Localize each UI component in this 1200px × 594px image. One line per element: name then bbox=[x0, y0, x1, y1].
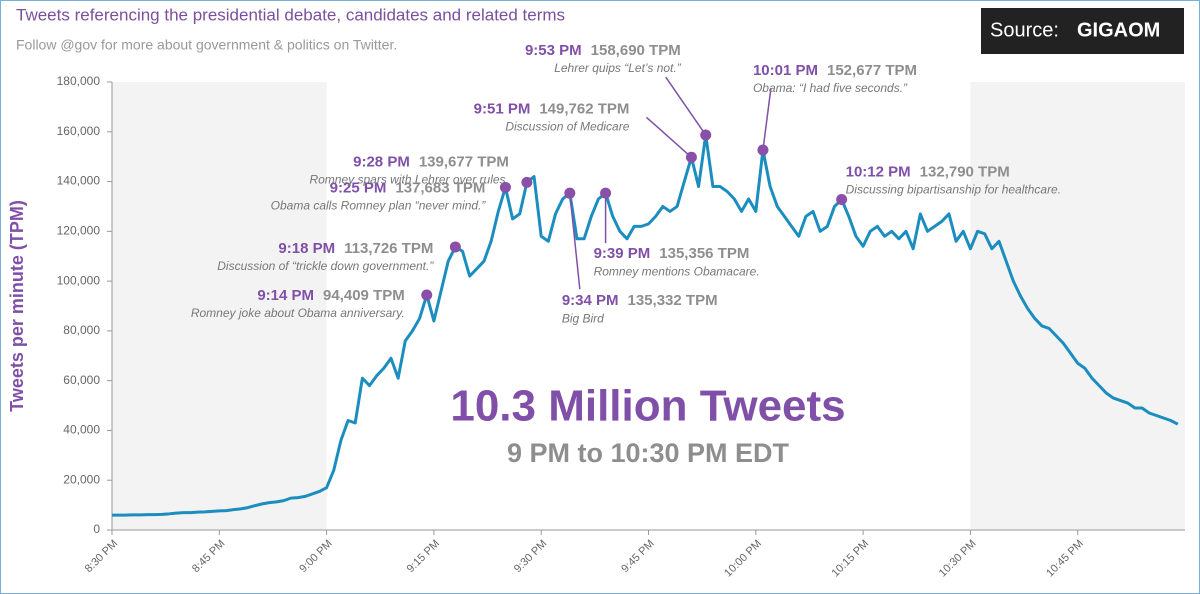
annotation-marker bbox=[685, 151, 697, 163]
annotation-value: 149,762 TPM bbox=[539, 100, 629, 117]
annotation-label: 9:39 PM 135,356 TPM bbox=[594, 245, 750, 262]
annotation-value: 113,726 TPM bbox=[344, 240, 433, 257]
annotation-marker bbox=[757, 144, 769, 156]
annotation-note: Lehrer quips “Let’s not.” bbox=[554, 61, 682, 75]
series-line bbox=[112, 133, 1179, 517]
annotation-leader bbox=[762, 87, 772, 151]
annotation-label: 9:34 PM 135,332 TPM bbox=[562, 292, 718, 309]
y-tick-label: 160,000 bbox=[57, 124, 101, 138]
annotation-time: 9:14 PM bbox=[257, 287, 314, 304]
annotation-marker bbox=[499, 181, 511, 193]
annotation-time: 9:28 PM bbox=[353, 153, 410, 170]
annotation-marker bbox=[836, 194, 848, 206]
y-tick-label: 80,000 bbox=[63, 323, 100, 337]
annotation-leader bbox=[665, 76, 707, 136]
annotation-time: 9:53 PM bbox=[525, 42, 582, 59]
source-badge bbox=[981, 8, 1184, 54]
annotation-marker bbox=[421, 289, 433, 301]
annotation-marker bbox=[700, 129, 712, 141]
annotation-marker bbox=[564, 187, 576, 199]
annotation-value: 132,790 TPM bbox=[920, 163, 1010, 180]
annotation-label: 9:18 PM 113,726 TPM bbox=[278, 240, 433, 257]
annotation-marker bbox=[449, 241, 461, 253]
annotation-time: 10:12 PM bbox=[846, 163, 911, 180]
annotation-leader bbox=[569, 193, 581, 290]
annotation-value: 94,409 TPM bbox=[323, 287, 405, 304]
source-label: Source: bbox=[990, 19, 1059, 41]
y-tick-label: 60,000 bbox=[63, 373, 100, 387]
annotation-note: Discussing bipartisanship for healthcare… bbox=[846, 183, 1061, 197]
annotation-time: 9:51 PM bbox=[474, 100, 531, 117]
annotation-note: Discussion of Medicare bbox=[505, 119, 629, 133]
annotation-value: 139,677 TPM bbox=[419, 153, 509, 170]
annotation-note: Romney joke about Obama anniversary. bbox=[191, 306, 405, 320]
headline: 10.3 Million Tweets bbox=[450, 382, 845, 431]
annotation-time: 9:34 PM bbox=[562, 292, 619, 309]
annotation-note: Obama: “I had five seconds.” bbox=[753, 81, 908, 95]
annotation-value: 152,677 TPM bbox=[827, 62, 917, 79]
y-tick-label: 100,000 bbox=[57, 273, 101, 287]
shade bbox=[970, 82, 1185, 530]
annotation-label: 9:28 PM 139,677 TPM bbox=[353, 153, 509, 170]
annotation-marker bbox=[600, 187, 612, 199]
annotation-label: 9:25 PM 137,683 TPM bbox=[330, 179, 486, 196]
annotation-note: Big Bird bbox=[562, 311, 604, 325]
y-tick-label: 120,000 bbox=[57, 224, 101, 238]
annotation-label: 9:51 PM 149,762 TPM bbox=[474, 100, 630, 117]
annotation-time: 9:39 PM bbox=[594, 245, 651, 262]
subheadline: 9 PM to 10:30 PM EDT bbox=[507, 438, 790, 468]
y-tick-label: 0 bbox=[93, 522, 100, 536]
plot-background bbox=[112, 82, 1185, 530]
annotation-value: 158,690 TPM bbox=[591, 42, 681, 59]
annotation-marker bbox=[521, 176, 533, 188]
y-tick-label: 40,000 bbox=[63, 423, 100, 437]
annotation-label: 10:01 PM 152,677 TPM bbox=[753, 62, 917, 79]
annotation-value: 137,683 TPM bbox=[395, 179, 485, 196]
annotation-label: 10:12 PM 132,790 TPM bbox=[846, 163, 1010, 180]
y-tick-label: 180,000 bbox=[57, 74, 101, 88]
chart-subtitle: Follow @gov for more about government & … bbox=[16, 37, 397, 53]
shade bbox=[112, 82, 327, 530]
annotation-note: Romney spars with Lehrer over rules. bbox=[309, 173, 508, 187]
annotation-note: Romney mentions Obamacare. bbox=[594, 264, 760, 278]
annotation-label: 9:14 PM 94,409 TPM bbox=[257, 287, 404, 304]
source-name: GIGAOM bbox=[1077, 19, 1160, 41]
annotation-note: Discussion of “trickle down government.” bbox=[217, 259, 434, 273]
annotation-note: Obama calls Romney plan “never mind.” bbox=[271, 198, 487, 212]
annotation-value: 135,356 TPM bbox=[659, 245, 749, 262]
y-tick-label: 20,000 bbox=[63, 472, 100, 486]
annotation-value: 135,332 TPM bbox=[628, 292, 718, 309]
annotation-time: 10:01 PM bbox=[753, 62, 818, 79]
y-axis-label: Tweets per minute (TPM) bbox=[7, 200, 27, 412]
annotation-label: 9:53 PM 158,690 TPM bbox=[525, 42, 681, 59]
y-tick-label: 140,000 bbox=[57, 174, 101, 188]
chart-title: Tweets referencing the presidential deba… bbox=[16, 5, 565, 24]
annotation-time: 9:25 PM bbox=[330, 179, 387, 196]
annotation-leader bbox=[645, 116, 692, 158]
annotation-time: 9:18 PM bbox=[278, 240, 335, 257]
